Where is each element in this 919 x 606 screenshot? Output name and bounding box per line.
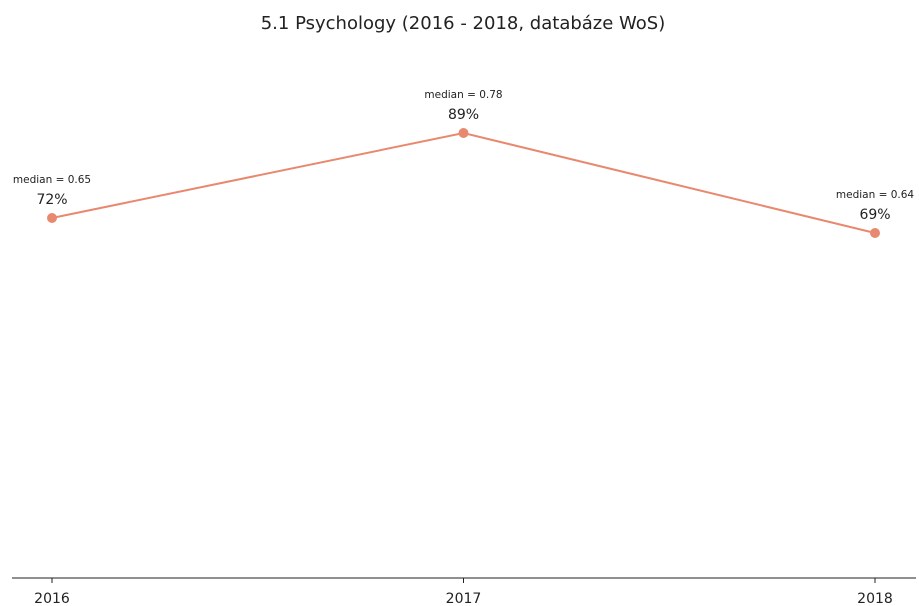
chart-title: 5.1 Psychology (2016 - 2018, databáze Wo… xyxy=(261,13,666,34)
value-label: 69% xyxy=(859,207,890,223)
value-label: 72% xyxy=(36,192,67,208)
x-tick-label: 2017 xyxy=(446,591,482,606)
annotation: median = 0.64 xyxy=(836,189,915,201)
value-label: 89% xyxy=(448,107,479,123)
annotation: median = 0.78 xyxy=(424,89,502,101)
point xyxy=(870,228,880,238)
point xyxy=(47,213,57,223)
line xyxy=(51,131,876,234)
point xyxy=(458,128,469,138)
x-tick-label: 2016 xyxy=(34,591,70,606)
x-tick-label: 2018 xyxy=(857,591,893,606)
annotation: median = 0.65 xyxy=(13,174,91,186)
